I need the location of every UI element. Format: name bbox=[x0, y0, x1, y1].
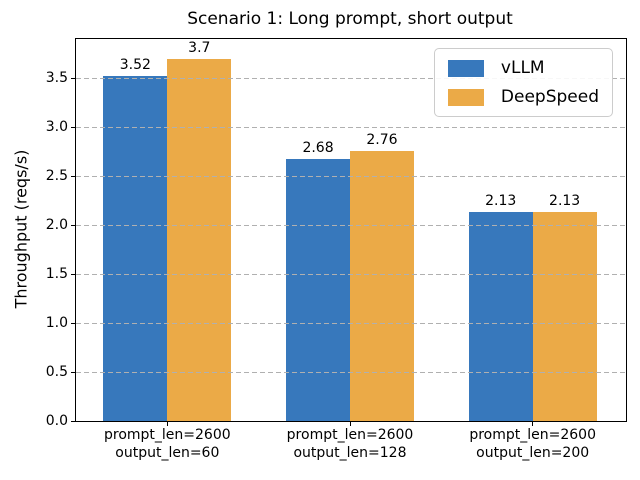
legend-label: vLLM bbox=[500, 58, 545, 78]
bar-value-label: 2.13 bbox=[485, 193, 517, 210]
y-gridline bbox=[76, 273, 626, 275]
legend-swatch bbox=[447, 88, 484, 106]
y-tick-label: 2.5 bbox=[45, 168, 68, 185]
y-tick-mark bbox=[71, 77, 75, 79]
y-tick-label: 0.5 bbox=[45, 364, 68, 381]
y-gridline bbox=[76, 77, 626, 79]
y-gridline bbox=[76, 224, 626, 226]
x-tick-label: prompt_len=2600 output_len=128 bbox=[286, 427, 414, 461]
y-tick-label: 1.5 bbox=[45, 266, 68, 283]
y-tick-mark bbox=[71, 126, 75, 128]
bar-value-label: 3.7 bbox=[188, 39, 211, 56]
y-tick-mark bbox=[71, 420, 75, 422]
y-gridline bbox=[76, 322, 626, 324]
y-gridline bbox=[76, 371, 626, 373]
bar-value-label: 3.52 bbox=[119, 57, 151, 74]
bar-deepspeed bbox=[532, 212, 597, 421]
y-tick-mark bbox=[71, 224, 75, 226]
bar-value-label: 2.76 bbox=[366, 131, 398, 148]
bar-vllm bbox=[468, 212, 533, 421]
x-tick-label: prompt_len=2600 output_len=200 bbox=[469, 427, 596, 461]
x-tick-label: prompt_len=2600 output_len=60 bbox=[104, 427, 231, 461]
bar-vllm bbox=[103, 76, 168, 421]
bar-value-label: 2.13 bbox=[549, 193, 581, 210]
legend-entry-vllm: vLLM bbox=[447, 58, 599, 78]
y-gridline bbox=[76, 126, 626, 128]
y-gridline bbox=[76, 175, 626, 177]
legend-label: DeepSpeed bbox=[500, 87, 599, 107]
y-tick-label: 2.0 bbox=[45, 217, 68, 234]
y-tick-mark bbox=[71, 273, 75, 275]
y-tick-label: 1.0 bbox=[45, 315, 68, 332]
legend: vLLM DeepSpeed bbox=[433, 48, 613, 117]
legend-entry-deepspeed: DeepSpeed bbox=[447, 87, 599, 107]
x-tick-mark bbox=[166, 422, 168, 426]
chart-title: Scenario 1: Long prompt, short output bbox=[187, 9, 513, 29]
bar-vllm bbox=[286, 158, 350, 421]
bar-value-label: 2.68 bbox=[302, 139, 334, 156]
y-tick-label: 3.5 bbox=[45, 70, 68, 87]
y-tick-label: 0.0 bbox=[45, 413, 68, 429]
bar-deepspeed bbox=[350, 150, 414, 421]
y-tick-mark bbox=[71, 322, 75, 324]
plot-area: vLLM DeepSpeed 0.0 0.5 1.0 1.5 2.0 2.5 3.0 3.5 3.… bbox=[46, 38, 627, 461]
y-tick-label: 3.0 bbox=[45, 119, 68, 136]
bar-deepspeed bbox=[167, 58, 232, 421]
y-tick-mark bbox=[71, 371, 75, 373]
y-tick-mark bbox=[71, 175, 75, 177]
x-tick-mark bbox=[532, 422, 534, 426]
x-tick-mark bbox=[349, 422, 351, 426]
legend-swatch bbox=[447, 59, 484, 77]
